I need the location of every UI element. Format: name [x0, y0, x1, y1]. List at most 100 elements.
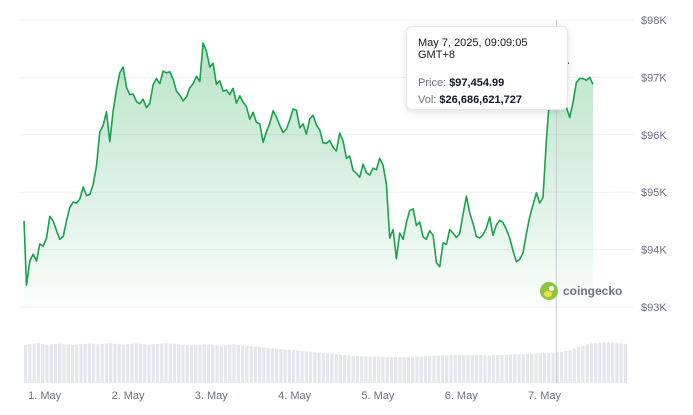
tooltip-vol-label: Vol: [418, 94, 437, 106]
volume-bar [134, 343, 138, 383]
volume-bar [143, 344, 147, 383]
volume-bar [589, 343, 593, 383]
volume-bar [198, 344, 202, 383]
volume-bar [249, 346, 253, 383]
volume-bar [564, 351, 568, 383]
volume-bar [228, 345, 232, 383]
volume-bar [440, 355, 445, 383]
volume-bar [62, 344, 66, 383]
volume-bar [245, 345, 249, 383]
volume-bar [381, 357, 385, 383]
volume-bar [321, 353, 325, 383]
volume-bar [530, 353, 534, 383]
volume-bar [92, 343, 96, 383]
volume-bar [474, 355, 479, 383]
volume-bar [172, 343, 177, 383]
price-area [23, 42, 594, 307]
volume-bar [581, 345, 585, 383]
volume-bar [551, 352, 555, 383]
price-tooltip: May 7, 2025, 09:09:05 GMT+8 Price: $97,4… [406, 26, 568, 110]
volume-bar [534, 353, 538, 383]
y-tick-label: $96K [641, 130, 667, 142]
volume-bar [508, 354, 513, 383]
volume-bar [215, 345, 219, 383]
x-tick-label: 4. May [278, 390, 312, 402]
volume-bar [585, 344, 589, 383]
volume-bar [326, 353, 330, 383]
volume-bar [202, 344, 206, 383]
volume-bar [223, 345, 228, 383]
volume-bar [402, 357, 406, 383]
y-tick-label: $95K [641, 187, 667, 199]
volume-bar [470, 355, 474, 383]
volume-bar [100, 343, 104, 383]
volume-bar [466, 355, 470, 383]
volume-bar [602, 342, 606, 383]
volume-bar [334, 354, 338, 383]
volume-bar [308, 351, 313, 383]
volume-bar [449, 355, 453, 383]
volume-bar [206, 344, 211, 383]
volume-bar [253, 346, 257, 383]
volume-bar [398, 357, 402, 383]
volume-bar [504, 354, 508, 383]
y-tick-label: $97K [641, 72, 667, 84]
volume-bar [126, 344, 130, 383]
volume-bar [300, 351, 304, 383]
volume-bar [355, 355, 360, 383]
volume-bar [66, 344, 70, 383]
volume-bar [576, 347, 581, 383]
volume-bar [364, 356, 368, 383]
volume-bar [160, 343, 164, 383]
volume-bar [389, 357, 394, 383]
y-axis: $98K $97K $96K $95K $94K $93K [641, 15, 667, 314]
x-tick-label: 5. May [361, 390, 395, 402]
volume-bar [104, 343, 109, 383]
volume-bar [138, 343, 143, 383]
volume-bar [619, 343, 623, 383]
volume-bar [270, 348, 274, 383]
volume-bar [185, 345, 189, 383]
coingecko-watermark: coingecko [540, 280, 622, 302]
volume-bar [360, 356, 364, 383]
volume-bar [347, 355, 351, 383]
volume-bar [262, 347, 266, 383]
volume-bar [457, 355, 462, 383]
volume-bar [568, 350, 572, 383]
volume-bar [96, 344, 100, 383]
volume-bar [406, 357, 411, 383]
volume-bar [377, 356, 381, 383]
volume-bar [623, 343, 627, 383]
volume-bar [58, 343, 62, 383]
price-line [23, 42, 594, 286]
volume-bar [211, 345, 215, 383]
volume-bar [279, 349, 283, 383]
volume-bar [415, 356, 419, 383]
y-tick-label: $93K [641, 302, 667, 314]
volume-bar [240, 345, 245, 383]
volume-bar [394, 357, 398, 383]
volume-bar [236, 345, 240, 383]
volume-bar [559, 351, 564, 383]
volume-bar [109, 343, 113, 383]
volume-bar [513, 354, 517, 383]
volume-bar [385, 357, 389, 383]
volume-bar [70, 345, 75, 383]
volume-bar [32, 343, 36, 383]
volume-bar [155, 343, 160, 383]
volume-bar [525, 353, 530, 383]
x-tick-label: 7. May [528, 390, 562, 402]
volume-bar [423, 356, 428, 383]
volume-bars [24, 342, 627, 383]
volume-bar [479, 355, 483, 383]
x-axis: 1. May 2. May 3. May 4. May 5. May 6. May 7. M… [28, 390, 561, 402]
volume-bar [351, 355, 355, 383]
volume-bar [432, 355, 436, 383]
volume-bar [572, 348, 576, 383]
y-tick-label: $98K [641, 15, 667, 27]
volume-bar [517, 354, 521, 383]
volume-bar [491, 355, 496, 383]
coingecko-logo-icon [540, 282, 558, 300]
